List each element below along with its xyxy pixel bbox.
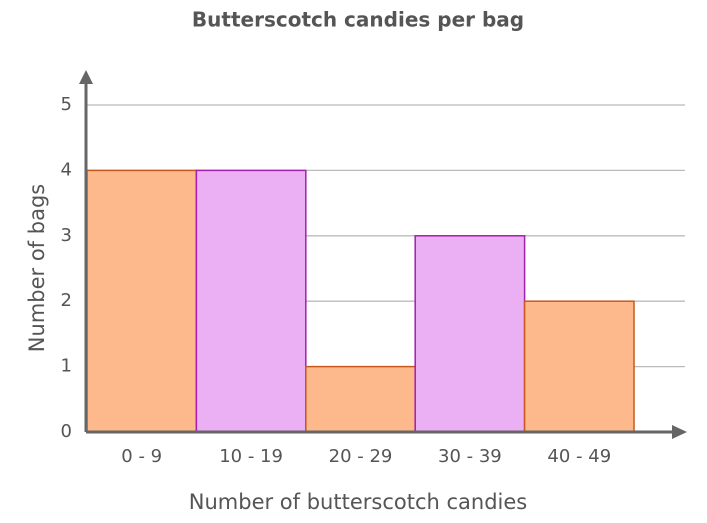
bar [195,169,307,433]
x-axis-arrow [672,425,687,439]
x-tick-label: 10 - 19 [219,446,283,467]
x-tick-label: 30 - 39 [438,446,502,467]
bar [414,235,526,433]
chart-title: Butterscotch candies per bag [192,8,524,32]
y-tick-label: 3 [61,225,72,246]
y-tick-label: 4 [61,159,72,180]
y-axis-arrow [79,70,93,84]
y-tick-label: 1 [61,356,72,377]
bar [523,300,635,433]
y-tick-label: 2 [61,290,72,311]
y-tick-label: 5 [61,94,72,115]
x-tick-label: 20 - 29 [329,446,393,467]
x-tick-label: 0 - 9 [121,446,162,467]
bar [305,365,416,433]
bar [86,169,198,433]
y-tick-label: 0 [61,421,72,442]
x-axis-label: Number of butterscotch candies [189,490,527,514]
y-axis-label: Number of bags [25,184,49,352]
x-tick-label: 40 - 49 [547,446,611,467]
